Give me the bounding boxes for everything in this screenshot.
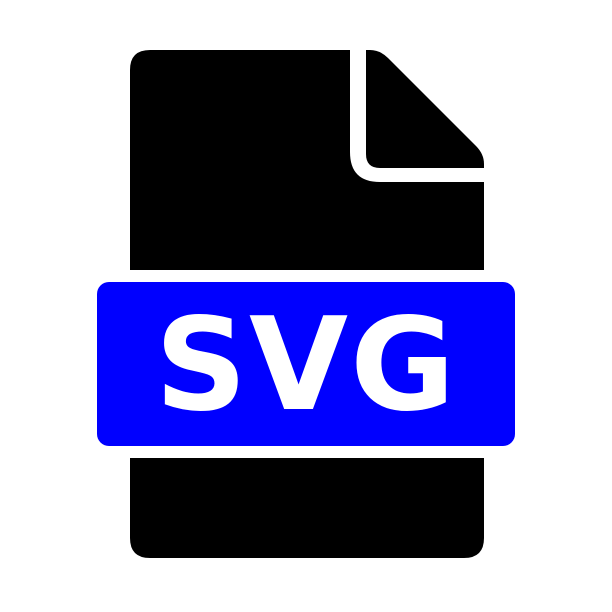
file-type-badge: SVG [97, 282, 515, 446]
badge-gap-bottom [125, 446, 489, 458]
document-fold [366, 50, 484, 168]
badge-gap-top [125, 270, 489, 282]
file-type-label: SVG [154, 291, 458, 440]
